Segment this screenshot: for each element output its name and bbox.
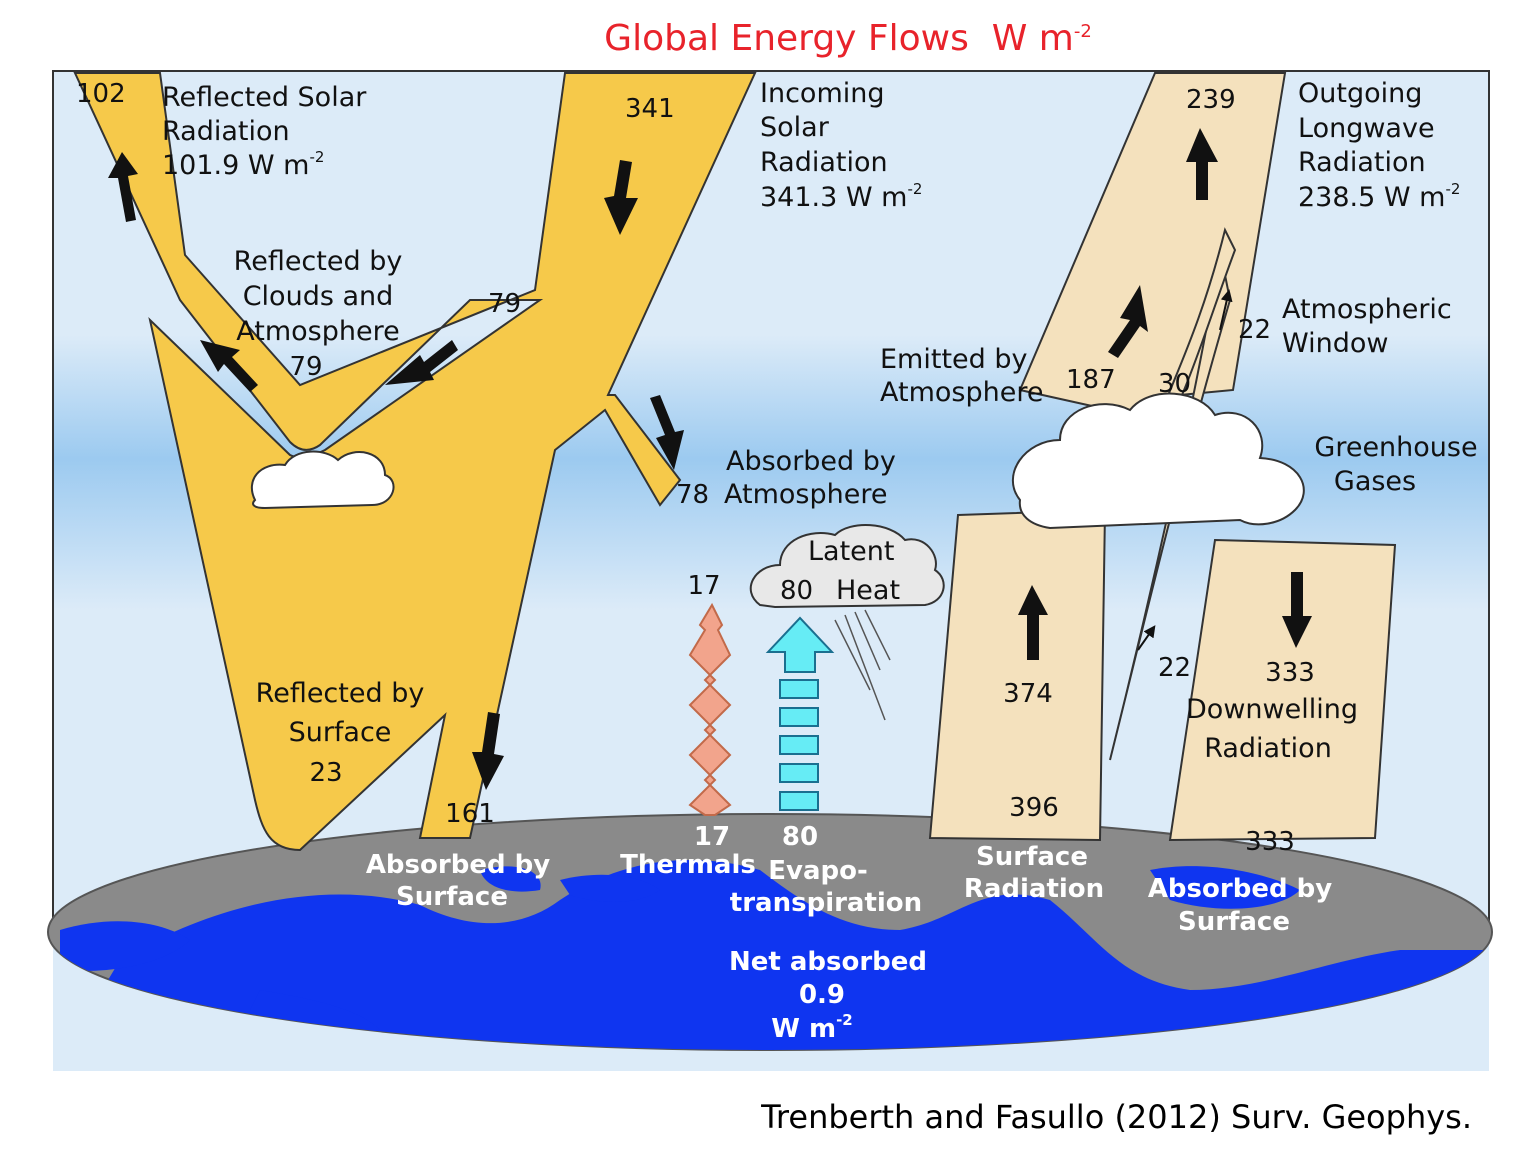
outgoing-line3: Radiation xyxy=(1298,147,1426,178)
reflected-solar-line3: 101.9 W m-2 xyxy=(162,148,324,181)
cloud-left xyxy=(250,450,395,510)
atmospheric-window-line1: Atmospheric xyxy=(1282,294,1452,325)
clouds-line1: Reflected by xyxy=(234,246,403,277)
net-absorbed-line1: Net absorbed xyxy=(729,947,927,977)
solar-flows xyxy=(73,72,757,852)
incoming-line2: Solar xyxy=(760,112,830,143)
surface-radiation-line2: Radiation xyxy=(964,874,1104,904)
reflected-surface-value: 23 xyxy=(309,758,342,788)
incoming-line4: 341.3 W m-2 xyxy=(760,180,922,213)
surface-radiation-line1: Surface xyxy=(976,842,1088,872)
outgoing-line1: Outgoing xyxy=(1298,78,1422,109)
incoming-line3: Radiation xyxy=(760,147,888,178)
thermals-value: 17 xyxy=(694,822,730,852)
diagram-title: Global Energy Flows W m-2 xyxy=(0,18,1536,59)
absorbed-atmosphere-value: 78 xyxy=(676,480,709,510)
clouds-line2: Clouds and xyxy=(243,281,394,312)
window-low-value: 22 xyxy=(1158,653,1191,683)
clouds-value: 79 xyxy=(289,352,322,382)
emitted-line1: Emitted by xyxy=(880,344,1028,375)
downwelling-line1: Downwelling xyxy=(1186,694,1358,725)
window-arrow-low xyxy=(1137,625,1156,651)
earth-absorbed-line1: Absorbed by xyxy=(366,850,550,880)
incoming-value: 341 xyxy=(625,94,675,124)
greenhouse-line2: Gases xyxy=(1334,466,1416,497)
evapotranspiration-arrow xyxy=(765,616,835,811)
thermals-top-value: 17 xyxy=(687,571,720,601)
arrow-up-reflected xyxy=(108,152,138,222)
downwelling-line2: Radiation xyxy=(1204,733,1332,764)
arrow-up-emitted xyxy=(1108,285,1148,358)
atmospheric-window-value: 22 xyxy=(1238,315,1271,345)
reflected-solar-line2: Radiation xyxy=(162,116,290,147)
emitted-cloud-value: 30 xyxy=(1158,369,1191,399)
longwave-flows xyxy=(928,72,1397,842)
ocean xyxy=(60,860,1492,1050)
arrow-up-clouds xyxy=(200,340,258,392)
clouds-band-value: 79 xyxy=(488,289,521,319)
arrow-down-absorbed-atm xyxy=(650,395,684,470)
earth xyxy=(47,813,1493,1051)
reflected-solar-line1: Reflected Solar xyxy=(162,82,367,113)
thermals-arrow xyxy=(688,602,732,816)
cloud-right xyxy=(1011,392,1305,530)
earth-absorbed-right-line2: Surface xyxy=(1178,907,1290,937)
title-unit-exponent: -2 xyxy=(1073,21,1092,42)
downwelling-value: 333 xyxy=(1265,658,1315,688)
latent-line1: Latent xyxy=(808,536,894,567)
absorbed-surface-right-value: 333 xyxy=(1245,827,1295,857)
emitted-line2: Atmosphere xyxy=(880,377,1043,408)
absorbed-atmosphere-line2: Atmosphere xyxy=(724,479,887,510)
reflected-surface-line1: Reflected by xyxy=(256,678,425,709)
evapo-line2: transpiration xyxy=(730,888,922,918)
outgoing-value: 239 xyxy=(1186,85,1236,115)
arrow-down-clouds xyxy=(385,340,458,385)
earth-labels: Absorbed by Surface 17 Thermals 80 Evapo… xyxy=(366,822,1332,1044)
labels: 102 Reflected Solar Radiation 101.9 W m-… xyxy=(76,78,1478,857)
evapo-line1: Evapo- xyxy=(768,856,868,886)
arrow-up-outgoing xyxy=(1186,128,1218,200)
earth-absorbed-line2: Surface xyxy=(396,882,508,912)
latent-line2: Heat xyxy=(836,575,900,606)
window-arrow-high xyxy=(1219,289,1233,331)
reflected-solar-value: 102 xyxy=(76,79,126,109)
arrow-down-surface xyxy=(472,712,504,790)
absorbed-atmosphere-line1: Absorbed by xyxy=(726,446,896,477)
atmospheric-window-line2: Window xyxy=(1282,328,1388,359)
direction-arrows xyxy=(108,128,1312,790)
thermals-label: Thermals xyxy=(620,850,756,880)
absorbed-surface-value: 161 xyxy=(445,799,495,829)
surface-radiation-bottom-value: 396 xyxy=(1009,793,1059,823)
earth-absorbed-right-line1: Absorbed by xyxy=(1148,874,1332,904)
arrow-up-surface-radiation xyxy=(1018,585,1048,660)
outgoing-line4: 238.5 W m-2 xyxy=(1298,180,1460,213)
net-absorbed-line2: 0.9 xyxy=(799,980,845,1010)
surface-radiation-value: 374 xyxy=(1003,679,1053,709)
evapo-value: 80 xyxy=(782,822,818,852)
rain-lines xyxy=(834,609,891,721)
title-unit: W m xyxy=(991,18,1074,59)
latent-value: 80 xyxy=(780,576,813,606)
arrow-down-incoming xyxy=(604,160,638,235)
arrow-down-downwelling xyxy=(1282,572,1312,648)
clouds-line3: Atmosphere xyxy=(236,316,399,347)
emitted-value: 187 xyxy=(1066,365,1116,395)
greenhouse-line1: Greenhouse xyxy=(1314,432,1477,463)
citation: Trenberth and Fasullo (2012) Surv. Geoph… xyxy=(761,1098,1472,1136)
latent-heat-cloud xyxy=(749,524,945,721)
net-absorbed-line3: W m-2 xyxy=(771,1011,853,1044)
title-text: Global Energy Flows xyxy=(604,18,969,59)
outgoing-line2: Longwave xyxy=(1298,113,1435,144)
incoming-line1: Incoming xyxy=(760,78,885,109)
reflected-surface-line2: Surface xyxy=(289,717,392,748)
